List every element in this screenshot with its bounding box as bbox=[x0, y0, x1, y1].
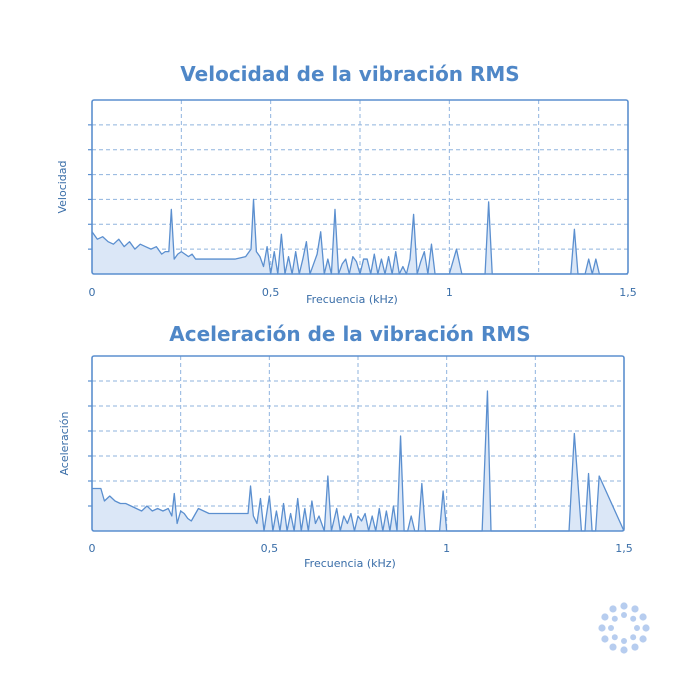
logo-dot bbox=[620, 602, 628, 610]
logo-dot bbox=[631, 605, 639, 613]
logo-dot bbox=[630, 615, 637, 622]
x-tick-label: 1,5 bbox=[615, 542, 633, 555]
x-tick-label: 1,5 bbox=[619, 286, 637, 299]
logo-dot bbox=[630, 634, 637, 641]
y-axis-label: Aceleración bbox=[58, 411, 71, 475]
logo-dot bbox=[631, 643, 639, 651]
chart-1: 0 0,5 1 1,5 Frecuencia (kHz) Aceleración bbox=[58, 355, 633, 570]
logo-dot bbox=[609, 605, 617, 613]
chart-0: 0 0,5 1 1,5 Frecuencia (kHz) Velocidad bbox=[56, 99, 637, 306]
logo-dot bbox=[642, 624, 650, 632]
logo-dot bbox=[601, 613, 609, 621]
y-axis-label: Velocidad bbox=[56, 160, 69, 213]
logo-dot bbox=[611, 634, 618, 641]
chart-title-velocidad: Velocidad de la vibración RMS bbox=[180, 62, 520, 86]
logo-dot bbox=[621, 612, 627, 618]
logo-dot bbox=[639, 635, 647, 643]
x-axis-label: Frecuencia (kHz) bbox=[306, 293, 398, 306]
logo-dot bbox=[598, 624, 606, 632]
logo-dot bbox=[608, 625, 614, 631]
x-tick-label: 0,5 bbox=[262, 286, 280, 299]
logo-dot bbox=[609, 643, 617, 651]
plot-frame bbox=[91, 355, 625, 532]
series-area bbox=[92, 391, 624, 531]
logo-dot bbox=[620, 646, 628, 654]
x-tick-label: 0,5 bbox=[261, 542, 279, 555]
x-tick-label: 1 bbox=[443, 542, 450, 555]
dotted-circle-logo-icon bbox=[598, 602, 650, 654]
logo-dot bbox=[611, 615, 618, 622]
x-axis-label: Frecuencia (kHz) bbox=[304, 557, 396, 570]
logo-dot bbox=[621, 638, 627, 644]
series-area bbox=[92, 199, 628, 274]
x-tick-label: 0 bbox=[89, 542, 96, 555]
x-tick-label: 1 bbox=[446, 286, 453, 299]
chart-title-aceleracion: Aceleración de la vibración RMS bbox=[169, 322, 531, 346]
x-tick-label: 0 bbox=[89, 286, 96, 299]
logo-dot bbox=[601, 635, 609, 643]
logo-dot bbox=[639, 613, 647, 621]
plot-frame bbox=[91, 99, 629, 275]
logo-dot bbox=[634, 625, 640, 631]
